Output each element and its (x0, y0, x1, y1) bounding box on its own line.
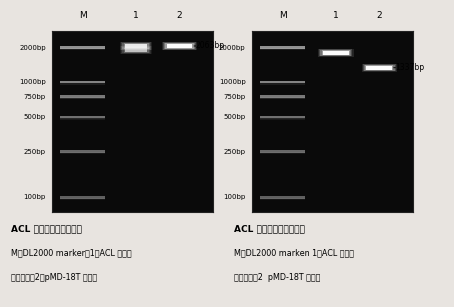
Bar (60, 81, 105, 84)
Bar (123, 48, 148, 52)
Bar (260, 198, 305, 199)
Text: M：DL2000 marken 1：ACL 下半段: M：DL2000 marken 1：ACL 下半段 (234, 249, 354, 258)
Text: 酶切鉴定；2  pMD-18T 载体。: 酶切鉴定；2 pMD-18T 载体。 (234, 273, 320, 282)
Bar (120, 42, 152, 50)
Text: 2: 2 (376, 11, 382, 20)
Bar (60, 83, 105, 84)
Bar (60, 48, 105, 49)
Bar (167, 44, 192, 48)
Bar (60, 152, 105, 154)
Bar (60, 198, 105, 199)
Bar (162, 42, 197, 50)
Bar (366, 66, 392, 70)
Bar (260, 46, 305, 49)
Text: 2: 2 (177, 11, 183, 20)
Text: 2000bp: 2000bp (219, 45, 246, 51)
Text: ACL 基因上半段酶切鉴定: ACL 基因上半段酶切鉴定 (11, 224, 82, 233)
Bar (60, 196, 105, 199)
Text: 100bp: 100bp (223, 194, 246, 200)
Bar (60, 199, 105, 200)
Bar (260, 48, 305, 49)
Bar (164, 43, 195, 49)
Text: 1000bp: 1000bp (19, 79, 46, 85)
Bar (122, 47, 150, 53)
Bar (60, 49, 105, 50)
Text: M: M (79, 11, 87, 20)
Bar (260, 84, 305, 85)
Bar (260, 153, 305, 154)
Bar (120, 46, 152, 54)
Bar (260, 196, 305, 199)
Bar (260, 118, 305, 119)
Text: 750bp: 750bp (24, 94, 46, 99)
Text: 750bp: 750bp (223, 94, 246, 99)
Bar (165, 44, 194, 49)
Bar (60, 84, 105, 85)
Text: ACL 基因下半段酶切鉴定: ACL 基因下半段酶切鉴定 (234, 224, 305, 233)
Text: 1337bp: 1337bp (395, 63, 424, 72)
Bar (260, 83, 305, 84)
Bar (125, 48, 147, 52)
Bar (122, 43, 150, 49)
Bar (60, 98, 105, 99)
Bar (323, 51, 349, 55)
Text: 500bp: 500bp (24, 114, 46, 120)
Bar (322, 50, 350, 55)
Text: 酶切鉴定；2：pMD-18T 载体。: 酶切鉴定；2：pMD-18T 载体。 (11, 273, 98, 282)
Bar (318, 49, 354, 57)
Bar (260, 98, 305, 99)
Bar (167, 44, 192, 48)
Bar (260, 150, 305, 153)
Bar (365, 65, 394, 70)
Bar (260, 95, 305, 98)
Text: M: M (279, 11, 286, 20)
Text: 1: 1 (133, 11, 139, 20)
Bar (60, 97, 105, 99)
Bar (364, 64, 395, 71)
Bar (321, 50, 351, 56)
Text: 100bp: 100bp (24, 194, 46, 200)
Bar (60, 118, 105, 119)
Bar (121, 46, 151, 54)
Bar (319, 49, 352, 56)
Bar (60, 46, 105, 49)
Bar (260, 152, 305, 154)
Bar (121, 42, 151, 50)
Text: 2000bp: 2000bp (19, 45, 46, 51)
Bar (260, 97, 305, 99)
Bar (361, 64, 397, 72)
Text: M：DL2000 marker；1：ACL 上半段: M：DL2000 marker；1：ACL 上半段 (11, 249, 132, 258)
Bar (363, 64, 396, 71)
Bar (60, 153, 105, 154)
Bar (260, 199, 305, 200)
Bar (163, 42, 196, 50)
Bar (125, 48, 147, 52)
Bar (123, 44, 148, 49)
Text: 250bp: 250bp (24, 149, 46, 155)
Bar (366, 66, 392, 70)
Bar (60, 150, 105, 153)
Bar (323, 51, 349, 55)
Text: 500bp: 500bp (223, 114, 246, 120)
Bar (60, 95, 105, 98)
Text: 1000bp: 1000bp (219, 79, 246, 85)
Text: 1: 1 (333, 11, 339, 20)
Bar (60, 116, 105, 118)
Text: 2063bp: 2063bp (196, 41, 225, 50)
Text: 250bp: 250bp (223, 149, 246, 155)
Bar (125, 44, 147, 48)
Bar (260, 116, 305, 118)
Bar (260, 49, 305, 50)
Bar (125, 44, 147, 48)
Bar (260, 81, 305, 84)
